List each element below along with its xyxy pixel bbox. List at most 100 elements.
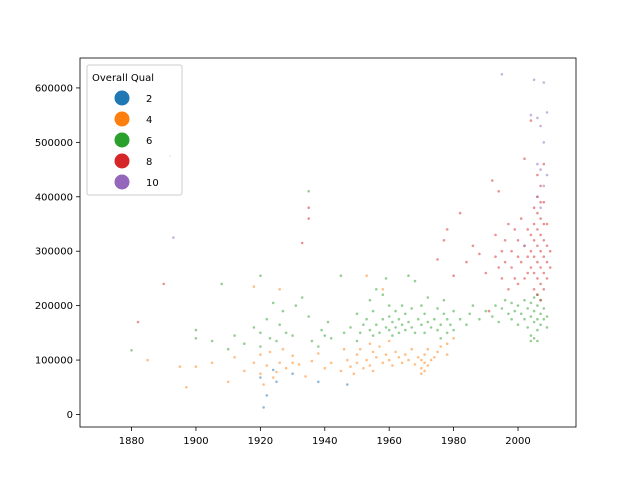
data-point (536, 244, 539, 248)
data-point (500, 277, 504, 280)
legend-label: 4 (146, 115, 152, 126)
data-point (532, 78, 536, 82)
data-point (194, 328, 198, 332)
data-point (391, 364, 394, 367)
data-point (294, 304, 298, 307)
data-point (458, 211, 462, 215)
data-point (307, 217, 311, 220)
data-point (233, 356, 236, 359)
data-point (278, 361, 282, 365)
data-point (507, 222, 510, 226)
data-point (384, 326, 388, 329)
data-point (529, 301, 533, 305)
data-point (510, 301, 513, 305)
data-point (220, 282, 223, 286)
data-point (185, 386, 188, 389)
legend-box (86, 64, 183, 196)
data-point (233, 334, 236, 337)
data-point (484, 271, 488, 275)
data-point (365, 317, 368, 321)
data-point (526, 255, 529, 258)
data-point (497, 190, 501, 193)
data-point (339, 274, 343, 278)
data-point (494, 255, 497, 258)
legend-marker (114, 153, 130, 169)
data-point (542, 81, 546, 84)
data-point (259, 331, 262, 335)
data-point (532, 222, 536, 226)
data-point (410, 326, 414, 329)
data-point (342, 347, 346, 351)
legend-entries: 2 4 6 8 10 (114, 90, 159, 190)
data-point (436, 307, 439, 310)
data-point (445, 228, 449, 231)
data-point (532, 309, 536, 313)
x-tick-label: 1900 (183, 436, 208, 447)
data-point (526, 271, 529, 275)
data-point (358, 331, 362, 335)
data-point (545, 173, 549, 177)
data-point (487, 309, 491, 313)
data-point (413, 363, 417, 366)
data-point (529, 334, 533, 337)
data-point (529, 119, 533, 122)
data-point (275, 339, 278, 343)
data-point (542, 222, 546, 226)
data-point (252, 285, 256, 288)
data-point (194, 337, 198, 340)
data-point (352, 372, 356, 376)
data-point (503, 260, 507, 264)
data-point (291, 361, 294, 365)
data-point (542, 184, 546, 188)
data-point (433, 356, 436, 359)
data-point (426, 347, 430, 351)
legend-marker (114, 90, 130, 106)
data-point (532, 206, 536, 209)
data-point (387, 358, 391, 362)
data-point (516, 323, 520, 327)
data-point (407, 274, 410, 278)
data-point (468, 312, 472, 316)
data-point (429, 326, 433, 329)
data-point (445, 317, 449, 321)
data-point (523, 317, 526, 321)
data-point (210, 339, 214, 343)
data-point (423, 331, 426, 335)
data-point (349, 326, 352, 329)
data-point (539, 233, 542, 237)
legend-label: 8 (146, 157, 152, 168)
data-point (275, 370, 278, 374)
data-point (355, 339, 359, 343)
data-point (519, 312, 523, 316)
data-point (539, 124, 542, 128)
data-point (542, 141, 546, 144)
data-point (136, 320, 140, 324)
data-point (423, 369, 426, 373)
data-point (465, 323, 468, 327)
data-point (268, 350, 272, 354)
data-point (429, 358, 433, 362)
data-point (368, 328, 372, 332)
legend-label: 6 (146, 136, 152, 147)
data-point (407, 358, 410, 362)
data-point (265, 317, 269, 321)
data-point (259, 345, 262, 348)
data-point (362, 323, 365, 327)
data-point (259, 376, 262, 379)
data-point (394, 350, 397, 354)
data-point (381, 288, 385, 291)
data-point (375, 323, 378, 327)
legend-label: 10 (146, 178, 159, 189)
data-point (497, 266, 501, 269)
data-point (300, 241, 304, 245)
data-point (291, 372, 294, 376)
data-point (436, 350, 439, 354)
data-point (307, 206, 311, 209)
data-point (394, 309, 397, 313)
data-point (539, 323, 542, 327)
data-point (387, 315, 391, 318)
data-point (413, 279, 417, 283)
data-point (545, 260, 549, 264)
data-point (491, 179, 494, 182)
data-point (271, 301, 275, 305)
